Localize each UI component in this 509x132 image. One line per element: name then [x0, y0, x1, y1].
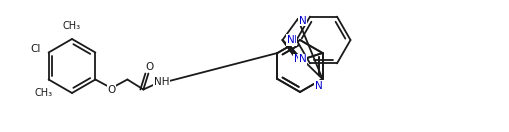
Text: CH₃: CH₃: [63, 21, 81, 31]
Text: N: N: [298, 16, 306, 26]
Text: O: O: [107, 84, 115, 95]
Text: N: N: [288, 35, 296, 45]
Text: CH₃: CH₃: [35, 88, 52, 98]
Text: N: N: [298, 54, 306, 64]
Text: O: O: [145, 62, 153, 72]
Text: Cl: Cl: [30, 44, 41, 55]
Text: N: N: [293, 54, 301, 64]
Text: N: N: [314, 81, 322, 91]
Text: N: N: [286, 35, 294, 45]
Text: NH: NH: [153, 77, 169, 86]
